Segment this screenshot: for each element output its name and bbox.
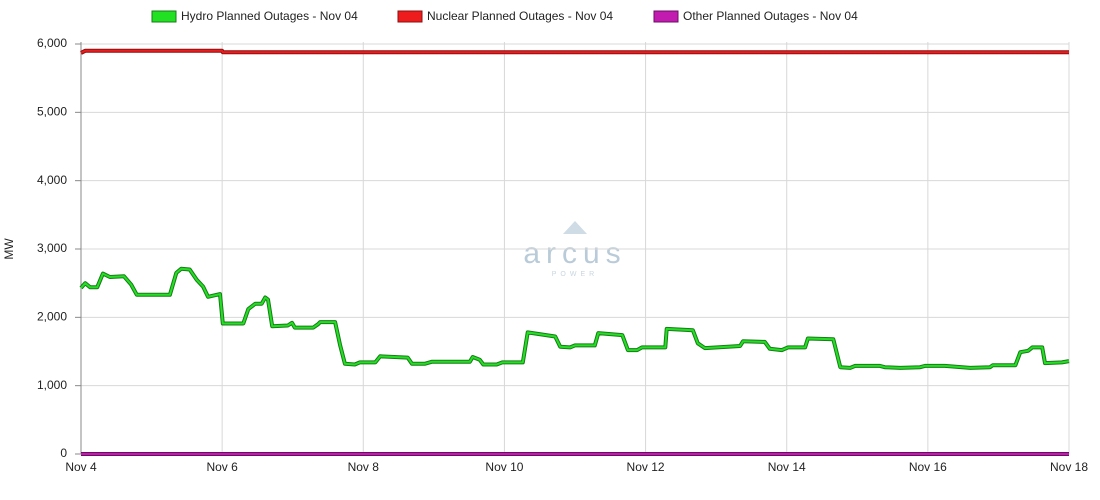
legend-label[interactable]: Other Planned Outages - Nov 04 — [683, 9, 858, 23]
legend-swatch[interactable] — [653, 10, 679, 23]
y-tick-label: 6,000 — [37, 36, 67, 50]
watermark-sub: POWER — [552, 271, 598, 278]
y-tick-label: 5,000 — [37, 105, 67, 119]
x-tick-label: Nov 16 — [909, 460, 947, 474]
x-tick-label: Nov 10 — [485, 460, 523, 474]
x-tick-label: Nov 4 — [65, 460, 97, 474]
series-line — [80, 267, 1070, 369]
x-tick-label: Nov 18 — [1050, 460, 1088, 474]
y-axis-label: MW — [2, 238, 16, 260]
y-tick-label: 4,000 — [37, 173, 67, 187]
legend-label[interactable]: Nuclear Planned Outages - Nov 04 — [427, 9, 613, 23]
y-tick-label: 1,000 — [37, 378, 67, 392]
x-tick-label: Nov 6 — [206, 460, 238, 474]
y-tick-label: 0 — [60, 446, 67, 460]
y-tick-label: 2,000 — [37, 310, 67, 324]
x-tick-label: Nov 14 — [768, 460, 806, 474]
legend-swatch[interactable] — [397, 10, 423, 23]
series-line — [80, 49, 1069, 54]
series-outline — [79, 266, 1070, 370]
legend-label[interactable]: Hydro Planned Outages - Nov 04 — [181, 9, 358, 23]
x-tick-label: Nov 12 — [627, 460, 665, 474]
x-tick-label: Nov 8 — [348, 460, 380, 474]
legend-swatch[interactable] — [151, 10, 177, 23]
y-tick-label: 3,000 — [37, 241, 67, 255]
watermark-logo — [563, 221, 587, 234]
watermark: arcus — [523, 237, 626, 270]
